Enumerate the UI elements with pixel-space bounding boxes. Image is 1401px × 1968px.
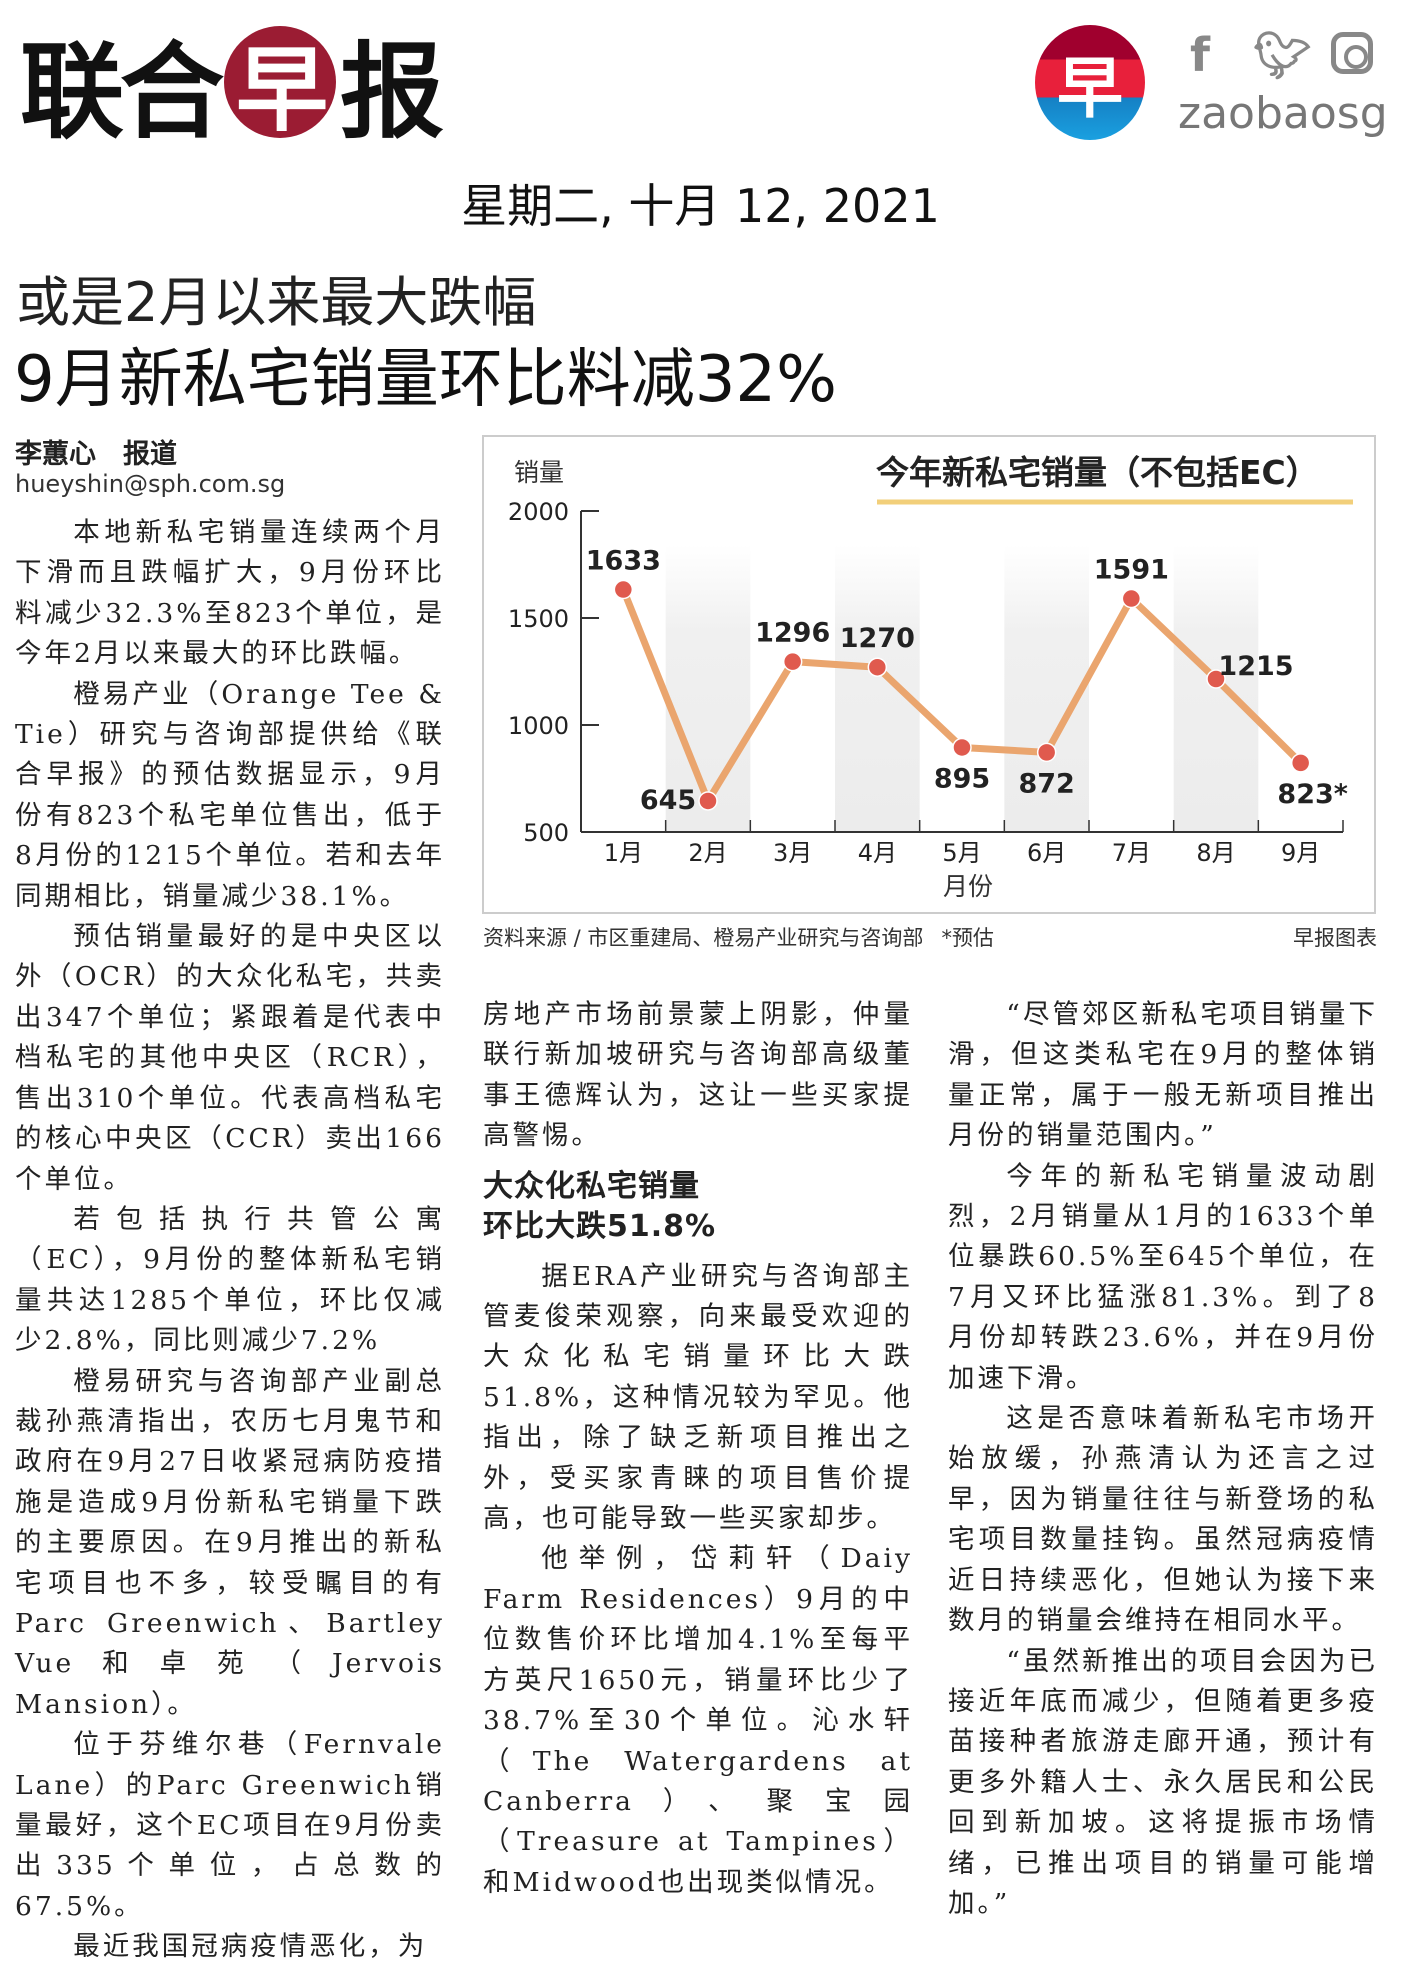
- data-point: [613, 579, 634, 600]
- data-label: 872: [1018, 768, 1074, 799]
- data-label: 823*: [1277, 779, 1347, 810]
- x-tick-label: 8月: [1196, 839, 1235, 867]
- data-label: 1270: [840, 623, 915, 654]
- facebook-icon[interactable]: f: [1189, 28, 1210, 82]
- y-axis-label: 销量: [514, 458, 564, 487]
- paragraph: 房地产市场前景蒙上阴影，仲量联行新加坡研究与咨询部高级董事王德辉认为，这让一些买…: [483, 999, 913, 1152]
- x-tick-label: 6月: [1027, 839, 1066, 867]
- sales-line-chart: 销量 今年新私宅销量（不包括EC） 2000 1500 1000 500 1月 2月 3月 4…: [508, 453, 1353, 901]
- x-tick-label: 4月: [858, 839, 897, 867]
- subheading-line: 大众化私宅销量: [483, 1168, 700, 1204]
- y-tick-label: 1000: [508, 712, 569, 740]
- paragraph: 橙易研究与咨询部产业副总裁孙燕清指出，农历七月鬼节和政府在9月27日收紧冠病防疫…: [15, 1365, 445, 1720]
- y-tick-label: 1500: [508, 605, 569, 633]
- x-tick-label: 1月: [604, 839, 643, 867]
- data-label: 895: [934, 763, 990, 794]
- data-point: [698, 791, 718, 811]
- paragraph: 这是否意味着新私宅市场开始放缓，孙燕清认为还言之过早，因为销量往往与新登场的私宅…: [948, 1403, 1378, 1637]
- zaobao-brand-icon: 早: [1035, 25, 1145, 140]
- column-band: [1004, 545, 1089, 832]
- twitter-icon[interactable]: 🐦︎: [1253, 28, 1312, 82]
- data-label: 1215: [1218, 651, 1293, 682]
- byline-author: 李蕙心 报道: [15, 439, 177, 470]
- paragraph: 今年的新私宅销量波动剧烈，2月销量从1月的1633个单位暴跌60.5%至645个…: [948, 1160, 1378, 1394]
- paragraph: 若包括执行共管公寓（EC），9月份的整体新私宅销量共达1285个单位，环比仅减少…: [15, 1203, 445, 1357]
- y-tick-label: 500: [523, 819, 569, 847]
- logo-zao-circle: 早: [224, 26, 337, 144]
- paragraph: 最近我国冠病疫情恶化，为: [73, 1931, 428, 1963]
- paragraph: 预估销量最好的是中央区以外（OCR）的大众化私宅，共卖出347个单位；紧跟着是代…: [15, 921, 445, 1195]
- chart-title: 今年新私宅销量（不包括EC）: [876, 453, 1319, 492]
- x-tick-label: 7月: [1112, 839, 1151, 867]
- paragraph: “尽管郊区新私宅项目销量下滑，但这类私宅在9月的整体销量正常，属于一般无新项目推…: [948, 999, 1378, 1152]
- data-point: [867, 657, 888, 677]
- zaobao-logo: 联合早报: [20, 22, 444, 153]
- y-tick-label: 2000: [508, 498, 569, 526]
- x-tick-label: 2月: [688, 839, 727, 867]
- logo-text-1: 联合: [20, 29, 224, 153]
- subheading-line: 环比大跌51.8%: [483, 1208, 717, 1244]
- data-point: [1121, 588, 1142, 609]
- data-point: [782, 651, 803, 672]
- social-icons: f 🐦︎: [1175, 28, 1373, 83]
- paragraph: 据ERA产业研究与咨询部主管麦俊荣观察，向来最受欢迎的大众化私宅销量环比大跌51…: [483, 1260, 913, 1535]
- data-label: 1296: [755, 618, 830, 649]
- paragraph: 他举例，岱莉轩（Daiy Farm Residences）9月的中位数售价环比增…: [483, 1543, 913, 1898]
- paragraph: 本地新私宅销量连续两个月下滑而且跌幅扩大，9月份环比料减少32.3%至823个单…: [15, 517, 445, 670]
- x-tick-label: 3月: [773, 839, 812, 867]
- x-axis-label: 月份: [943, 872, 993, 901]
- chart-credit: 早报图表: [1293, 926, 1377, 950]
- chart-caption: 资料来源 / 市区重建局、橙易产业研究与咨询部 *预估 早报图表: [483, 922, 1377, 952]
- paragraph: 位于芬维尔巷（Fernvale Lane）的Parc Greenwich销量最好…: [15, 1729, 445, 1922]
- instagram-icon[interactable]: [1331, 32, 1373, 74]
- chart-source: 资料来源 / 市区重建局、橙易产业研究与咨询部: [483, 926, 924, 950]
- data-point: [1290, 753, 1311, 773]
- kicker: 或是2月以来最大跌幅: [16, 271, 537, 334]
- article-column-3: “尽管郊区新私宅项目销量下滑，但这类私宅在9月的整体销量正常，属于一般无新项目推…: [948, 995, 1378, 1924]
- data-label: 1591: [1094, 555, 1169, 586]
- data-point: [1036, 742, 1057, 763]
- paragraph: 橙易产业（Orange Tee & Tie）研究与咨询部提供给《联合早报》的预估…: [15, 678, 445, 912]
- data-label: 645: [640, 785, 696, 816]
- headline: 9月新私宅销量环比料减32%: [14, 343, 837, 417]
- data-point: [1206, 669, 1226, 689]
- chart-note: *预估: [941, 926, 994, 950]
- data-point: [952, 737, 972, 758]
- x-tick-label: 5月: [942, 839, 981, 867]
- byline-email: hueyshin@sph.com.sg: [15, 470, 286, 498]
- column-band: [665, 545, 751, 832]
- logo-text-2: 报: [340, 29, 444, 153]
- subheading: 大众化私宅销量 环比大跌51.8%: [483, 1167, 913, 1247]
- social-handle: zaobaosg: [1178, 88, 1388, 139]
- chart-frame: 销量 今年新私宅销量（不包括EC） 2000 1500 1000 500 1月 2月 3月 4…: [482, 435, 1376, 914]
- paragraph: “虽然新推出的项目会因为已接近年底而减少，但随着更多疫苗接种者旅游走廊开通，预计…: [948, 1645, 1378, 1919]
- publication-date: 星期二, 十月 12, 2021: [461, 179, 940, 233]
- column-band: [835, 545, 920, 832]
- x-tick-label: 9月: [1281, 839, 1320, 867]
- article-column-2: 房地产市场前景蒙上阴影，仲量联行新加坡研究与咨询部高级董事王德辉认为，这让一些买…: [483, 995, 913, 1903]
- article-column-1: 本地新私宅销量连续两个月下滑而且跌幅扩大，9月份环比料减少32.3%至823个单…: [15, 513, 445, 1968]
- data-label: 1633: [586, 546, 661, 577]
